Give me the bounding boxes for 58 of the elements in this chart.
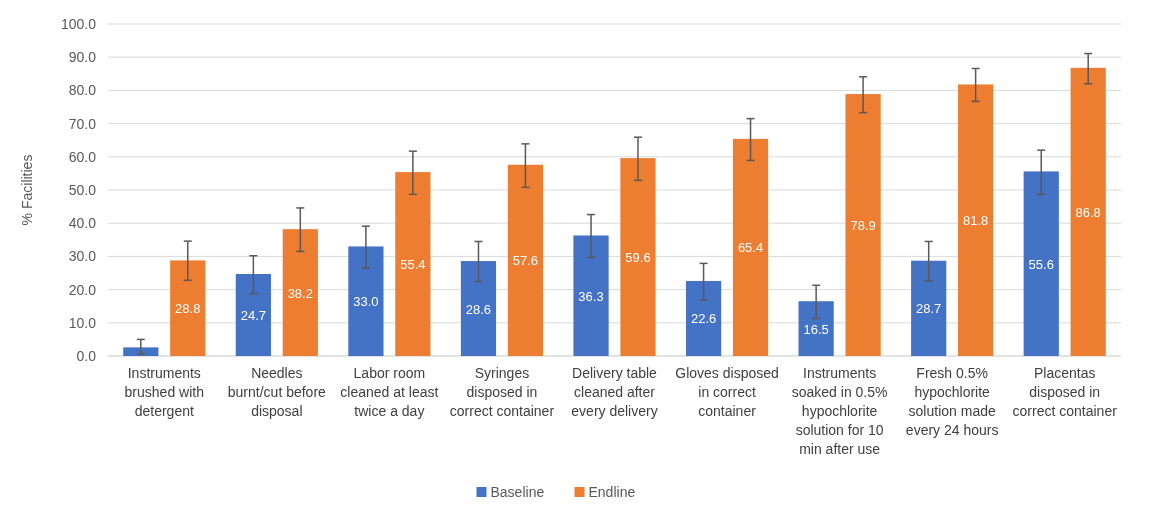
y-tick-label: 0.0 (76, 348, 97, 364)
data-label: 22.6 (690, 311, 717, 327)
bar (685, 280, 722, 356)
data-label: 33.0 (353, 294, 379, 310)
data-label: 38.2 (287, 285, 313, 301)
bar (348, 246, 384, 356)
data-label: 57.6 (512, 253, 539, 269)
data-label: 78.9 (850, 218, 876, 234)
bar (911, 260, 947, 356)
bar (573, 235, 609, 356)
y-tick-label: 30.0 (68, 248, 97, 265)
data-label: 24.7 (240, 308, 267, 323)
bar (235, 274, 271, 356)
y-axis-title: % Facilities (19, 154, 35, 226)
bar (170, 260, 206, 356)
data-label: 55.6 (1028, 256, 1054, 272)
bar (845, 94, 881, 356)
data-label: 36.3 (578, 288, 604, 304)
y-tick-label: 80.0 (68, 82, 97, 99)
y-tick-label: 20.0 (68, 281, 97, 298)
x-tick-label: Gloves disposed in correct container (675, 365, 779, 419)
x-tick-label: Labor room cleaned at least twice a day (340, 365, 439, 419)
bar (507, 164, 544, 356)
y-tick-label: 50.0 (68, 182, 97, 198)
y-tick-label: 70.0 (68, 115, 97, 132)
x-tick-label: Delivery table cleaned after every delivery (571, 365, 658, 419)
data-label: 59.6 (625, 250, 651, 266)
bar (1070, 67, 1106, 356)
bar (798, 301, 834, 356)
y-tick-label: 10.0 (68, 314, 97, 331)
data-label: 16.5 (803, 321, 829, 337)
data-label: 28.7 (916, 301, 942, 317)
bar (1023, 171, 1059, 356)
bar (395, 172, 431, 356)
bar (460, 261, 497, 356)
y-tick-label: 60.0 (68, 148, 97, 165)
y-tick-label: 90.0 (68, 49, 97, 66)
x-tick-label: Placentas disposed in correct container (1012, 365, 1118, 419)
bar (282, 229, 318, 356)
data-label: 28.6 (465, 301, 492, 317)
x-tick-label: Fresh 0.5% hypochlorite solution made every 24 hours (905, 365, 999, 438)
data-label: 28.8 (175, 301, 201, 317)
y-tick-label: 100.0 (60, 16, 97, 32)
data-label: 65.4 (737, 240, 764, 256)
bar (732, 138, 769, 356)
x-tick-label: Instruments soaked in 0.5% hypochlorite solution for 10 min after use (791, 365, 888, 457)
bar (123, 347, 159, 356)
data-label: 55.4 (400, 257, 426, 273)
legend-label: Endline (588, 484, 636, 500)
data-label: 81.8 (962, 213, 989, 229)
bar (958, 84, 994, 356)
x-tick-label: Needles burnt/cut before disposal (227, 365, 327, 419)
y-tick-label: 40.0 (68, 215, 97, 232)
data-label: 86.8 (1075, 204, 1101, 220)
x-tick-label: Syringes disposed in correct container (449, 365, 555, 419)
x-tick-label: Instruments brushed with detergent (124, 365, 204, 419)
bar (620, 158, 656, 356)
legend-label: Baseline (490, 484, 545, 500)
